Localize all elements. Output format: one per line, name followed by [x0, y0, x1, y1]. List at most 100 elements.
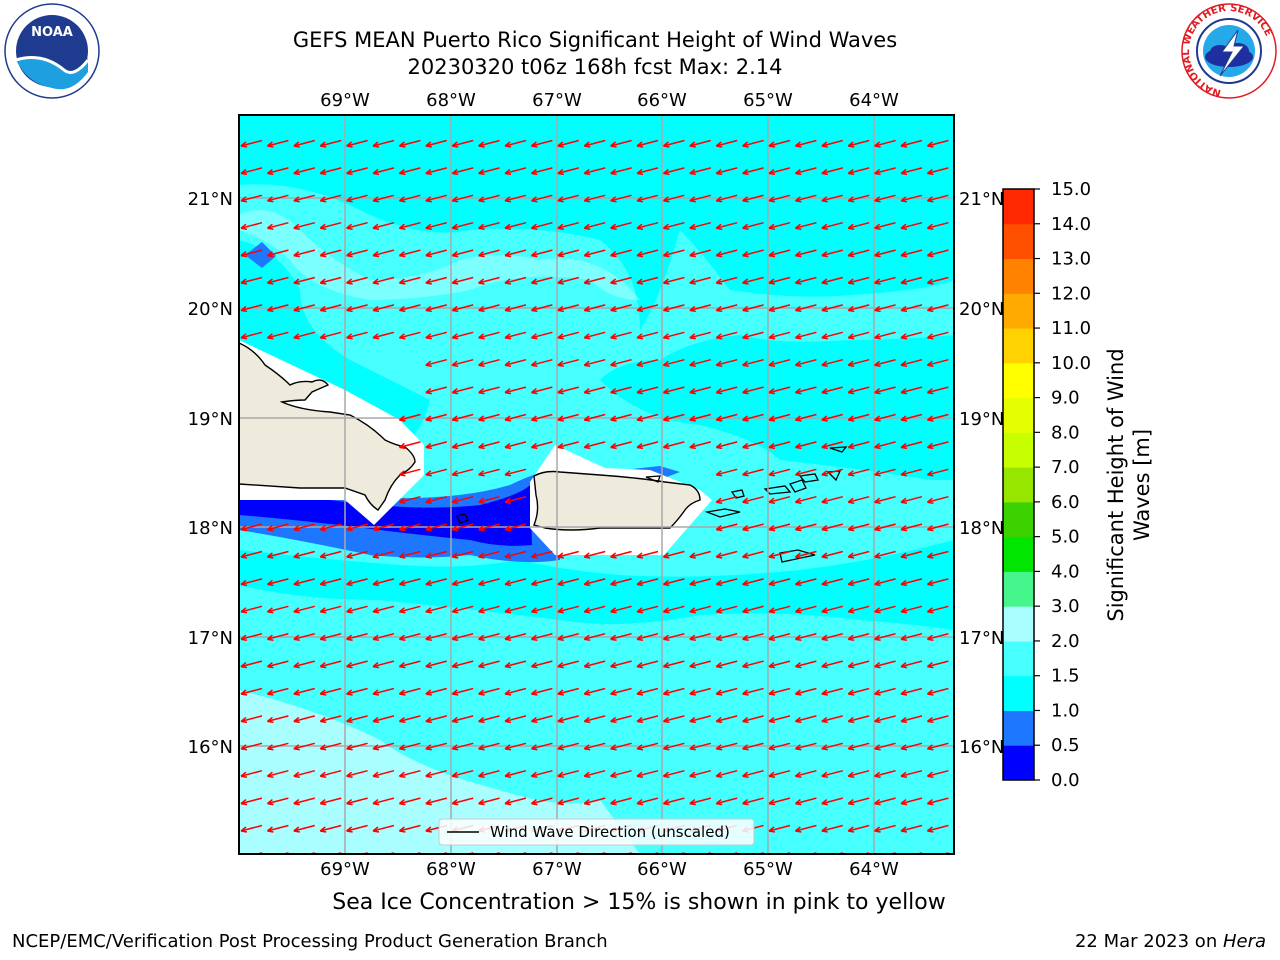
sea-ice-caption: Sea Ice Concentration > 15% is shown in …: [332, 890, 946, 915]
wind-arrow: [557, 797, 579, 806]
wind-arrow: [768, 742, 791, 751]
wind-arrow: [372, 715, 395, 724]
wind-arrow: [610, 687, 632, 696]
wind-arrow: [874, 660, 896, 669]
map-legend: Wind Wave Direction (unscaled): [438, 818, 755, 846]
colorbar-swatch: [1003, 432, 1034, 468]
wind-arrow: [372, 221, 395, 230]
wind-arrow: [451, 660, 474, 669]
wind-arrow: [715, 632, 738, 641]
wind-arrow: [583, 276, 606, 285]
wind-arrow: [662, 687, 685, 696]
wind-arrow: [794, 687, 817, 696]
colorbar-tick-label: 3.0: [1051, 596, 1080, 617]
wind-arrow: [451, 769, 474, 778]
wind-arrow: [926, 523, 949, 532]
wind-arrow: [478, 797, 500, 806]
wind-arrow: [293, 605, 315, 614]
wind-arrow: [715, 578, 738, 587]
wind-arrow: [346, 221, 368, 230]
wind-arrow: [398, 495, 421, 504]
wind-arrow: [398, 167, 421, 176]
wind-arrow: [715, 523, 738, 532]
wind-arrow: [847, 441, 870, 450]
wind-arrow: [319, 331, 342, 340]
wind-arrow: [478, 221, 500, 230]
wind-arrow: [504, 632, 527, 641]
wind-arrow: [398, 632, 421, 641]
wind-arrow: [847, 495, 870, 504]
wind-arrow: [266, 194, 289, 203]
wind-arrow: [398, 660, 421, 669]
wind-arrow: [425, 441, 447, 450]
wind-arrow: [689, 331, 711, 340]
wind-arrow: [478, 523, 500, 532]
wind-arrow: [768, 769, 791, 778]
wind-arrow: [372, 194, 395, 203]
wind-arrow: [900, 358, 923, 367]
wind-arrow: [610, 715, 632, 724]
wave-zone-0-to-0-5: [239, 485, 532, 546]
wind-arrow: [557, 715, 579, 724]
wind-arrow: [583, 249, 606, 258]
wind-arrow: [926, 139, 949, 148]
wind-arrow: [557, 331, 579, 340]
lon-label: 65°W: [743, 90, 793, 111]
wind-arrow: [425, 221, 447, 230]
wind-arrow: [874, 358, 896, 367]
wind-arrow: [926, 797, 949, 806]
wind-arrow: [372, 769, 395, 778]
wind-arrow: [874, 495, 896, 504]
wind-arrow: [583, 413, 606, 422]
wind-arrow: [768, 276, 791, 285]
wind-arrow: [240, 660, 263, 669]
wind-arrow: [478, 550, 500, 559]
wind-arrow: [425, 249, 447, 258]
wind-arrow: [240, 304, 263, 313]
wind-arrow: [821, 660, 843, 669]
wind-arrow: [319, 194, 342, 203]
wind-arrow: [478, 468, 500, 477]
wind-arrow: [900, 331, 923, 340]
wind-arrow: [372, 797, 395, 806]
lon-label: 69°W: [320, 859, 370, 880]
wind-arrow: [742, 632, 764, 641]
wind-arrow: [874, 413, 896, 422]
wind-arrow: [610, 386, 632, 395]
wind-arrow: [240, 276, 263, 285]
wind-arrow: [451, 441, 474, 450]
wind-arrow: [847, 331, 870, 340]
lon-label: 66°W: [637, 859, 687, 880]
wind-arrow: [847, 276, 870, 285]
colorbar-tick-label: 10.0: [1051, 353, 1091, 374]
wind-arrow: [821, 495, 843, 504]
wind-arrow: [900, 550, 923, 559]
wind-arrow: [398, 441, 421, 450]
footer-branch: NCEP/EMC/Verification Post Processing Pr…: [12, 931, 608, 952]
wind-arrow: [662, 194, 685, 203]
wind-arrow: [372, 550, 395, 559]
wind-arrow: [451, 386, 474, 395]
wind-arrow: [398, 468, 421, 477]
wind-arrow: [874, 824, 896, 833]
wind-arrow: [504, 413, 527, 422]
wind-arrow: [240, 249, 263, 258]
wind-arrow: [742, 742, 764, 751]
colorbar-swatch: [1003, 362, 1034, 399]
wind-arrow: [319, 769, 342, 778]
lat-label: 17°N: [188, 628, 233, 649]
wind-arrow: [293, 687, 315, 696]
wind-arrow: [346, 139, 368, 148]
wind-arrow: [821, 578, 843, 587]
wind-arrow: [794, 468, 817, 477]
wind-arrow: [504, 358, 527, 367]
wind-arrow: [742, 441, 764, 450]
wind-arrow: [425, 632, 447, 641]
wind-arrow: [847, 742, 870, 751]
wind-arrow: [742, 358, 764, 367]
wind-arrow: [504, 687, 527, 696]
wind-arrow: [715, 468, 738, 477]
wind-arrow: [504, 797, 527, 806]
wind-arrow: [478, 495, 500, 504]
wind-arrow: [821, 221, 843, 230]
